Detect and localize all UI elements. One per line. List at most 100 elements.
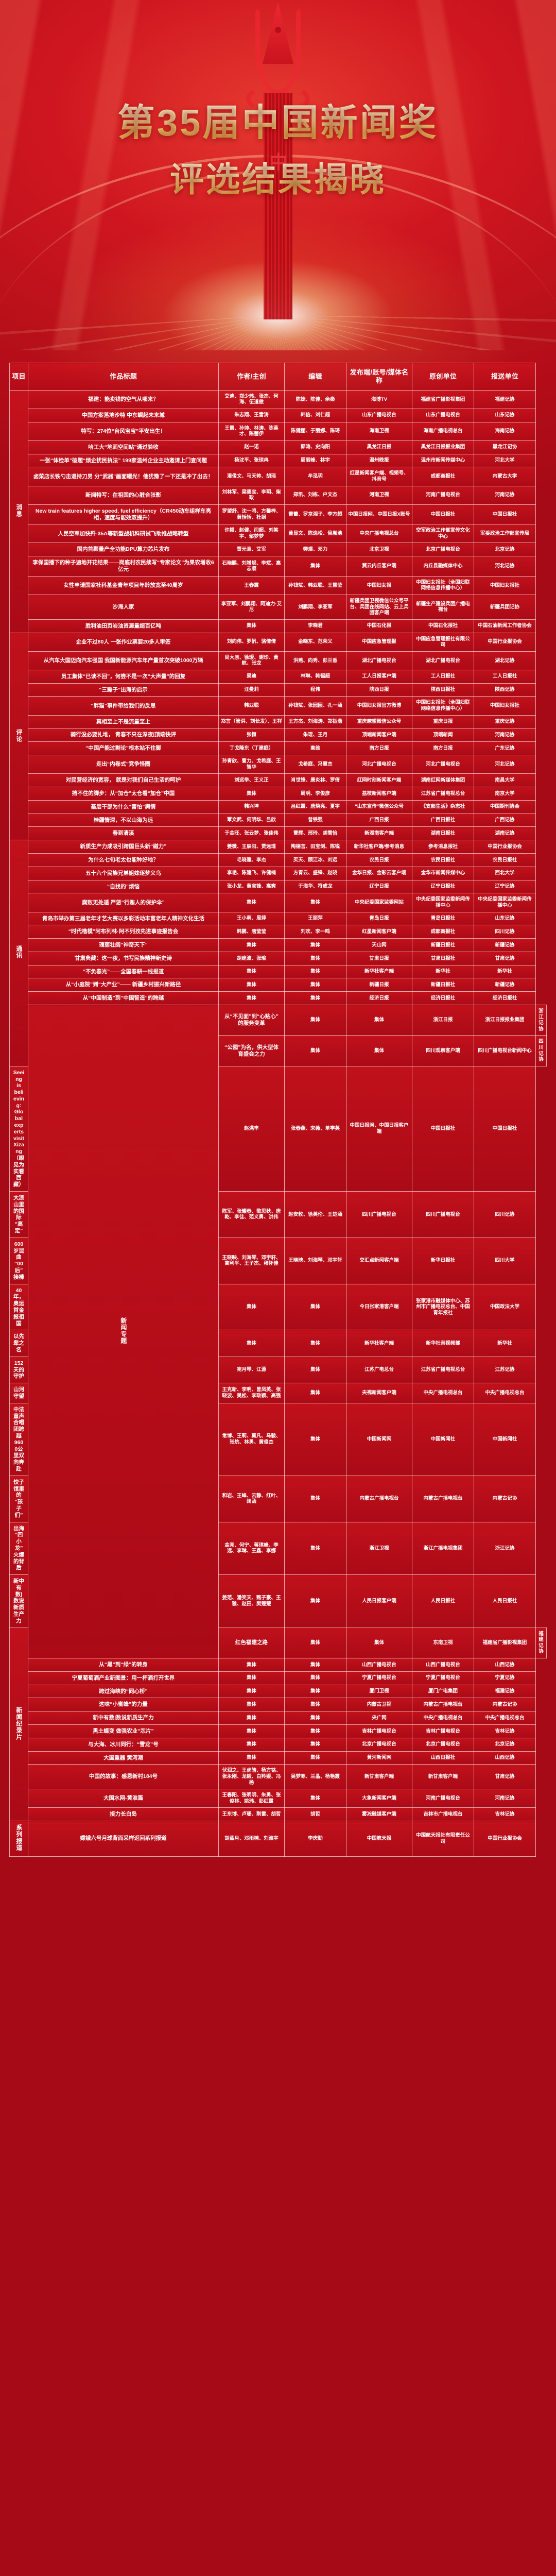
origin-unit-cell: 人民日报社 <box>412 1574 474 1628</box>
table-row: 甘肃典藏：这一夜，书写民族精神新史诗 胡建波、张瑜 集体 甘肃日报 甘肃日报社 甘肃记协 <box>10 951 547 965</box>
table-row: 饺子馆里的“孩子们” 和岩、王峰、云静、红叶、阔函 集体 内蒙古广播电视台 内蒙古广播电… <box>9 1475 547 1522</box>
author-cell: 陈军、张耀春、敬思秋、唐乾、李佳、范义勇、洪伟 <box>218 1191 285 1238</box>
submitter-cell: 中国妇女报社 <box>474 696 536 716</box>
channel-cell: 辽宁日报 <box>346 879 412 894</box>
work-title-cell: 大凉山里的国际“高定” <box>9 1191 28 1238</box>
table-row: 真相至上不是流量至上 郑言（管洪、刘长发）、王祥 王方杰、刘海涛、郑钰潇 重庆瞭望微信… <box>10 715 547 729</box>
author-cell: 胡蓝月、邓雨楠、刘淮宇 <box>218 1821 285 1857</box>
author-cell: 姜微、王辰阳、贾远琨 <box>218 840 285 854</box>
table-row: 消息 福建：能卖钱的空气从哪来？ 艾迪、郑少炜、张杰、何海、伍道傲 陈婕、陈佳、余燊海… <box>9 389 547 633</box>
submitter-cell: 四川大学 <box>474 1237 536 1284</box>
table-row: 大凉山里的国际“高定” 陈军、张耀春、敬思秋、唐乾、李佳、范义勇、洪伟 赵安敉、徐英… <box>9 1191 547 1238</box>
origin-unit-cell: 四川广播电视台新闻中心 <box>474 1035 536 1066</box>
author-cell: 郑言（管洪、刘长发）、王祥 <box>218 715 285 729</box>
channel-cell: 新华社客户端/参考消息 <box>346 840 412 854</box>
editor-cell: 集体 <box>284 1684 346 1699</box>
editor-cell: 郑凯、刘栋、户文杰 <box>284 485 346 505</box>
channel-cell: 今日张家港客户端 <box>346 1283 412 1331</box>
work-title-cell: 跨过海峡的“同心桥” <box>28 1684 219 1699</box>
author-cell: 集体 <box>284 1627 346 1658</box>
submitter-cell: 中国行业报协会 <box>474 1821 536 1857</box>
submitter-cell: 四川记协 <box>535 1035 547 1066</box>
table-row: “公园”为名，供大型体育盛会之力 集体 集体 四川观察客户端 四川广播电视台新闻中心 四川… <box>10 1035 547 1066</box>
editor-cell: 黄显文、陈逸松、侯胤池 <box>284 524 346 544</box>
origin-unit-cell: 辽宁日报社 <box>412 879 474 894</box>
work-title-cell: 五十六个民族兄弟姐妹逐梦义乌 <box>28 866 219 880</box>
submitter-cell: 新疆记协 <box>474 978 536 992</box>
editor-cell: 方青云、盛锋、赵晓 <box>284 866 346 880</box>
col-header-submitter: 报送单位 <box>474 363 536 391</box>
origin-unit-cell: 湖北广播电视台 <box>412 651 474 670</box>
editor-cell: 林琳、韩韫超 <box>284 669 346 684</box>
origin-unit-cell: 福建省广播影视集团 <box>474 1627 536 1658</box>
editor-cell: 集体 <box>284 991 346 1006</box>
author-cell: 孙青欣、曹力、戈希庭、王智华 <box>218 755 285 774</box>
work-title-cell: 中国方案落地沙特 中东崛起未来城 <box>28 408 219 422</box>
table-row: 中法童声合唱团跨越9600公里双向奔赴 常博、王莉、莫凡、马骏、张航、林勇、黄俊杰… <box>9 1402 547 1476</box>
table-row: “不负春光”——全国春耕一线报道 集体 集体 新华社客户端 新华社 新华社 <box>10 964 547 979</box>
work-title-cell: 特写：274位“台风宝宝”平安出生！ <box>28 421 219 441</box>
submitter-cell: 人民日报社 <box>474 1574 536 1628</box>
table-row: 接力长白岛 王东博、卢珊、荆雷、胡哲 胡哲 雾凇融媒客户端 吉林市广播电视台 吉林记协 <box>10 1807 547 1822</box>
editor-cell: 集体 <box>284 1737 346 1752</box>
channel-cell: 人民日报客户端 <box>346 1574 412 1628</box>
origin-unit-cell: 新甘肃客户端 <box>412 1764 474 1790</box>
channel-cell: 中国应急管理报 <box>346 632 412 652</box>
table-row: 从汽车大国迈向汽车强国 我国新能源汽车年产量首次突破1000万辆 尚大原、徐瑷、谢… <box>10 651 547 670</box>
channel-cell: 河南卫视 <box>346 485 412 505</box>
table-row: 对民营经济的宽容， 就是对我们自己生活的呵护 刘远举、王义正 肖世锋、唐炎林、罗倩红… <box>10 773 547 787</box>
origin-unit-cell: 湖南红网新媒体集团 <box>412 773 474 787</box>
editor-cell: 曹辉、邢玲、胡雪怡 <box>284 826 346 841</box>
table-row: 新中有数|数说新质生产力 姜范、潘笑天、甄子豪、王雅、赵田、樊楚楚 集体 人民日报客户… <box>9 1574 547 1628</box>
submitter-cell: 新华社 <box>474 964 536 979</box>
submitter-cell: 四川记协 <box>474 1191 536 1238</box>
channel-cell: 湖北广播电视台 <box>346 651 412 670</box>
channel-cell: 中国石化报 <box>346 619 412 633</box>
channel-cell: 中央纪委国家监委网站 <box>346 893 412 912</box>
channel-cell: 海南卫视 <box>346 421 412 441</box>
editor-cell: 买天、顾江冰、刘远 <box>284 853 346 867</box>
work-title-cell: 甘肃典藏：这一夜，书写民族精神新史诗 <box>28 951 219 965</box>
editor-cell: 雷蕾、罗京湘子、李方超 <box>284 504 346 525</box>
author-cell: 集体 <box>218 1283 285 1331</box>
origin-unit-cell: 吉林市广播电视台 <box>412 1807 474 1822</box>
author-cell: 覃文武、何明华、吕欣 <box>218 813 285 827</box>
author-cell: 胡建波、张瑜 <box>218 951 285 965</box>
work-title-cell: 腐败无处遁 严惩“行贿人的保护伞” <box>28 893 219 912</box>
work-title-cell: “中国产能过剩论”根本站不住脚 <box>28 741 219 756</box>
work-title-cell: 新中有数|数说新质生产力 <box>9 1574 28 1628</box>
table-row: 骑行没必要扎堆， 青春不只在深夜|顶端快评 张恒 朱琨、王月 顶端新闻客户端 顶端新闻河… <box>10 728 547 742</box>
table-row: 员工集体“已读不回”，何尝不是一次“大声量”的回复 吴迪 林琳、韩韫超 工人日报客户端… <box>10 669 547 684</box>
submitter-cell: 中央广播电视总台 <box>474 1711 536 1725</box>
work-title-cell: 人民空军加快歼-35A等新型战机科研试飞助推战略转型 <box>28 524 219 544</box>
work-title-cell: 沙海人家 <box>28 595 219 620</box>
channel-cell: 中国新闻网 <box>346 1402 412 1476</box>
submitter-cell: 广东记协 <box>474 741 536 756</box>
col-header-author: 作者/主创 <box>218 363 285 391</box>
table-row: “胖猫”事件带给我们的反思 韩亚聪 孙钱斌、张园园、孔一涵 中国妇女报官方微博 中国妇女… <box>10 696 547 716</box>
work-title-cell: 从“不见面”到“心贴心”的服务变革 <box>218 1005 285 1036</box>
origin-unit-cell: 金华市新闻传媒中心 <box>412 866 474 880</box>
channel-cell: 中国日报网、中国日报X账号 <box>346 504 412 525</box>
author-cell: 集体 <box>284 1005 346 1036</box>
editor-cell: 集体 <box>284 1657 346 1672</box>
author-cell: 王雷、孙帅、林涛、陈英才、陈蕾伊 <box>218 421 285 441</box>
category-label: 通讯 <box>15 945 23 959</box>
table-row: 特写：274位“台风宝宝”平安出生！ 王雷、孙帅、林涛、陈英才、陈蕾伊 陈健丽、于丽… <box>10 421 547 441</box>
origin-unit-cell: 中央纪委国家监委新闻传播中心 <box>412 893 474 912</box>
work-title-cell: “自找的”烦恼 <box>28 879 219 894</box>
origin-unit-cell: 中央广播电视总台 <box>412 1383 474 1403</box>
work-title-cell: 152天的守护 <box>9 1356 28 1384</box>
editor-cell: 集体 <box>284 1698 346 1712</box>
submitter-cell: 南京大学 <box>474 786 536 801</box>
editor-cell: 集体 <box>346 1627 412 1658</box>
author-cell: 集体 <box>218 1657 285 1672</box>
editor-cell: 王方杰、刘海涛、郑钰潇 <box>284 715 346 729</box>
editor-cell: 王晓映、刘海琴、邓宇轩 <box>284 1237 346 1284</box>
editor-cell: 李庆勤 <box>284 1821 346 1857</box>
submitter-cell: 河北记协 <box>474 556 536 577</box>
work-title-cell: 为什么七旬老太也能种好地？ <box>28 853 219 867</box>
work-title-cell: 新中有数|数说新质生产力 <box>28 1711 219 1725</box>
author-cell: 汪曼莉 <box>218 683 285 697</box>
work-title-cell: 与大海、冰川同行：“雪龙”号 <box>28 1737 219 1752</box>
